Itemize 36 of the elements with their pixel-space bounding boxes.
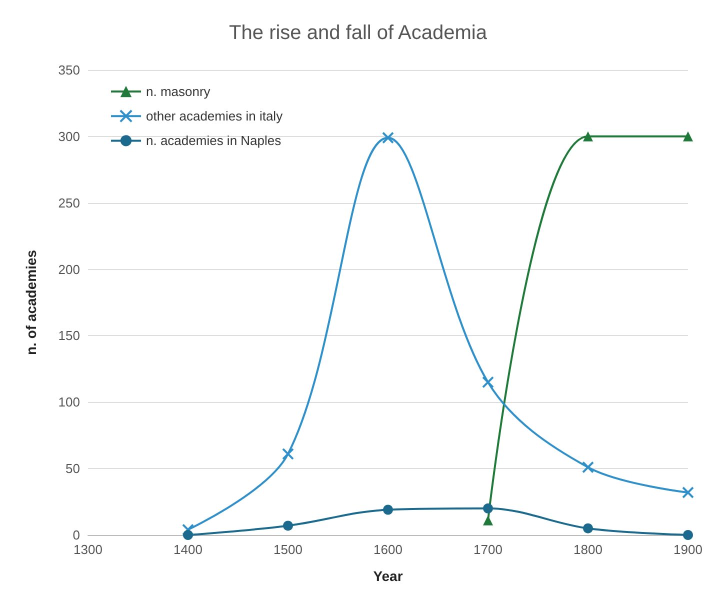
x-tick-label: 1500 bbox=[274, 542, 302, 557]
x-tick-label: 1700 bbox=[474, 542, 502, 557]
y-tick-label: 350 bbox=[58, 62, 80, 78]
point bbox=[182, 524, 194, 536]
y-tick-label: 200 bbox=[58, 262, 80, 277]
point bbox=[383, 504, 393, 515]
point bbox=[483, 503, 493, 514]
point bbox=[683, 131, 693, 142]
point bbox=[583, 131, 593, 142]
x-tick-label: 1800 bbox=[574, 542, 602, 557]
point bbox=[282, 448, 294, 460]
x-tick-label: 1900 bbox=[674, 542, 702, 557]
y-tick-label: 100 bbox=[58, 394, 80, 410]
y-axis-title: n. of academies bbox=[23, 250, 39, 356]
point bbox=[683, 530, 693, 540]
point bbox=[183, 530, 193, 540]
legend-label: n. academies in Naples bbox=[146, 133, 282, 148]
legend-label: other academies in italy bbox=[146, 108, 284, 124]
y-tick-label: 250 bbox=[58, 195, 80, 210]
x-axis-title: Year bbox=[373, 568, 404, 584]
point bbox=[682, 486, 694, 498]
x-tick-label: 1600 bbox=[374, 542, 402, 557]
point bbox=[482, 376, 494, 388]
x-tick-label: 1300 bbox=[74, 542, 102, 557]
y-tick-label: 0 bbox=[72, 528, 80, 542]
y-tick-label: 150 bbox=[58, 328, 80, 344]
point bbox=[483, 515, 493, 526]
legend-label: n. masonry bbox=[146, 84, 211, 99]
point bbox=[382, 132, 394, 144]
point bbox=[582, 461, 594, 474]
point bbox=[583, 523, 593, 534]
x-tick-label: 1400 bbox=[174, 542, 202, 557]
chart-title: The rise and fall of Academia bbox=[229, 22, 488, 44]
y-tick-label: 300 bbox=[58, 128, 80, 144]
y-tick-label: 50 bbox=[66, 461, 80, 476]
point bbox=[283, 520, 293, 531]
